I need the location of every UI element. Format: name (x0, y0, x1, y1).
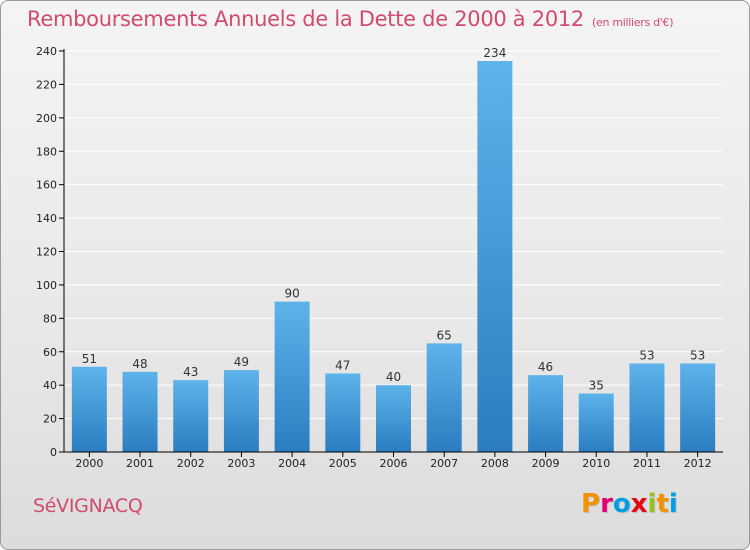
data-label: 234 (483, 46, 506, 60)
bar (122, 371, 158, 452)
axes: 0 20 40 60 80 100 120 140 160 180 200 220 240 2000 200… (36, 45, 723, 470)
y-tick-label: 240 (36, 45, 57, 58)
y-tick-label: 180 (36, 145, 57, 158)
data-label: 47 (335, 358, 350, 372)
logo-letter: o (612, 489, 631, 519)
bar (173, 380, 209, 452)
data-label: 35 (589, 379, 604, 393)
logo-letter: P (581, 489, 601, 519)
logo-letter: i (647, 489, 657, 519)
bar (578, 393, 614, 452)
data-label: 46 (538, 360, 553, 374)
unit-label: (en milliers d'€) (592, 16, 674, 29)
data-label: 90 (284, 287, 299, 301)
logo-letter: x (630, 489, 648, 519)
data-label: 65 (437, 328, 452, 342)
gridlines (64, 50, 723, 420)
x-tick-label: 2003 (227, 457, 255, 470)
y-tick-label: 0 (50, 446, 57, 459)
logo-letter: r (600, 489, 613, 519)
x-tick-label: 2008 (481, 457, 509, 470)
logo-letter: i (668, 489, 678, 519)
chart-title: Remboursements Annuels de la Dette de 20… (27, 7, 673, 31)
x-tick-label: 2010 (582, 457, 610, 470)
x-tick-label: 2012 (684, 457, 712, 470)
bar (223, 370, 259, 452)
data-label: 43 (183, 365, 198, 379)
x-tick-label: 2000 (75, 457, 103, 470)
bar (325, 373, 361, 452)
y-tick-label: 60 (43, 346, 57, 359)
data-label: 53 (690, 348, 705, 362)
x-tick-label: 2009 (532, 457, 560, 470)
x-tick-label: 2001 (126, 457, 154, 470)
data-label: 49 (234, 355, 249, 369)
y-tick-label: 20 (43, 413, 57, 426)
bar (71, 366, 107, 452)
y-tick-label: 80 (43, 312, 57, 325)
logo-letter: t (656, 489, 669, 519)
x-tick-label: 2002 (177, 457, 205, 470)
bar (274, 301, 310, 452)
bars (71, 61, 716, 453)
y-tick-label: 220 (36, 78, 57, 91)
data-label: 48 (132, 357, 147, 371)
y-tick-label: 160 (36, 179, 57, 192)
x-tick-label: 2011 (633, 457, 661, 470)
x-tick-label: 2005 (329, 457, 357, 470)
bar (477, 61, 513, 453)
commune-name: SéVIGNACQ (33, 495, 143, 517)
title-text: Remboursements Annuels de la Dette de 20… (27, 7, 584, 31)
bar (376, 385, 411, 452)
data-label: 51 (82, 352, 97, 366)
bar (426, 343, 462, 452)
data-label: 53 (639, 348, 654, 362)
x-tick-label: 2006 (380, 457, 408, 470)
proxiti-logo: Proxiti (581, 489, 678, 519)
y-tick-label: 200 (36, 112, 57, 125)
data-label: 40 (386, 370, 401, 384)
data-labels: 51 48 43 49 90 47 40 65 234 46 35 53 53 (82, 46, 706, 392)
bar (528, 375, 564, 452)
y-tick-label: 100 (36, 279, 57, 292)
x-tick-label: 2007 (430, 457, 458, 470)
y-tick-label: 40 (43, 379, 57, 392)
y-tick-label: 140 (36, 212, 57, 225)
y-tick-label: 120 (36, 246, 57, 259)
bar (629, 363, 665, 452)
x-tick-label: 2004 (278, 457, 306, 470)
bar (680, 363, 716, 452)
